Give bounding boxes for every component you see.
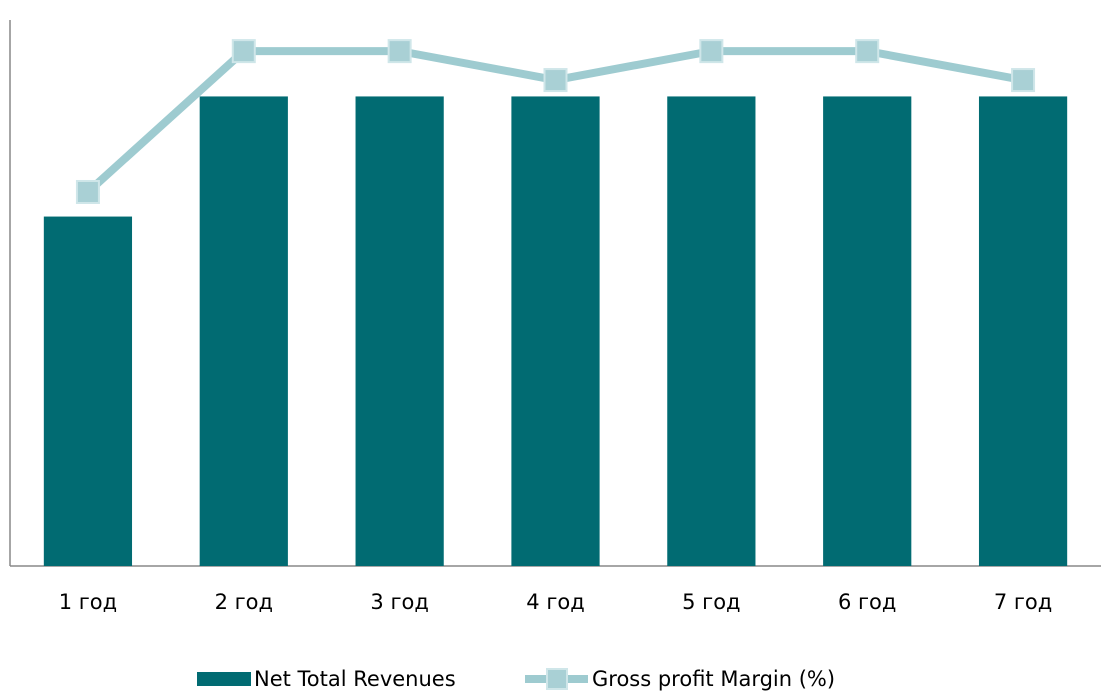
line-marker xyxy=(387,39,412,64)
x-tick-label: 6 год xyxy=(838,590,896,614)
line-marker xyxy=(699,39,724,64)
legend-label: Gross profit Margin (%) xyxy=(592,667,835,691)
line-marker xyxy=(543,68,568,93)
x-tick-label: 5 год xyxy=(682,590,740,614)
line-marker xyxy=(855,39,880,64)
bar xyxy=(199,96,288,566)
x-tick-label: 2 год xyxy=(215,590,273,614)
bar xyxy=(978,96,1068,566)
bar xyxy=(667,96,756,566)
bar xyxy=(43,216,133,566)
line-marker xyxy=(75,179,100,204)
x-tick-label: 7 год xyxy=(994,590,1052,614)
x-tick-label: 3 год xyxy=(370,590,428,614)
legend-swatch xyxy=(546,668,568,690)
legend-swatch xyxy=(197,672,251,686)
bar xyxy=(355,96,444,566)
bar xyxy=(823,96,912,566)
x-tick-label: 4 год xyxy=(526,590,584,614)
legend-label: Net Total Revenues xyxy=(254,667,456,691)
line-marker xyxy=(231,39,256,64)
bar xyxy=(511,96,600,566)
line-marker xyxy=(1011,68,1036,93)
x-tick-label: 1 год xyxy=(59,590,117,614)
